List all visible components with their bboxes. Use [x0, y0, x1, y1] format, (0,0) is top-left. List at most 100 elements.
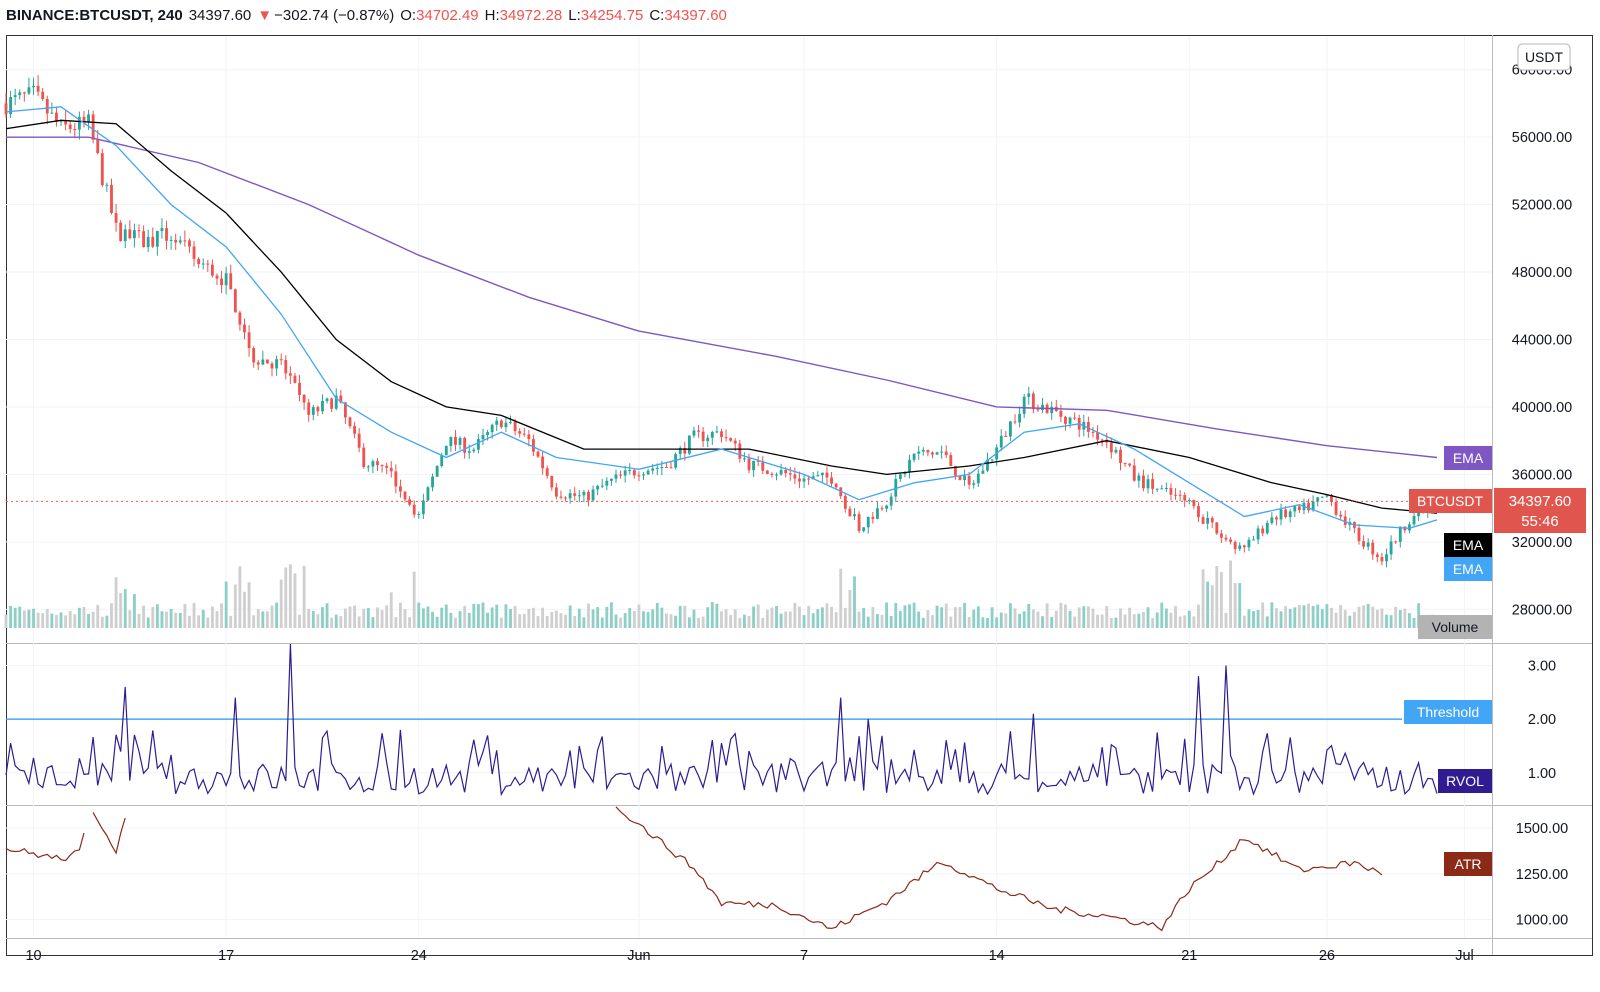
volume-bar — [917, 611, 921, 628]
time-tick-label: 14 — [989, 948, 1005, 964]
volume-bar — [339, 616, 343, 628]
volume-bar — [541, 607, 545, 628]
candle-body — [1155, 488, 1159, 490]
candle-body — [444, 445, 448, 456]
volume-bar — [316, 614, 320, 628]
candle-body — [385, 465, 389, 468]
atr-tag[interactable]: ATR — [1444, 852, 1492, 876]
candle-body — [1270, 517, 1274, 523]
candle-body — [481, 435, 485, 440]
volume-bar — [467, 612, 471, 628]
volume-bar — [1123, 614, 1127, 628]
volume-bar — [1096, 614, 1099, 628]
candle-body — [1197, 506, 1200, 518]
time-axis[interactable]: 10 17 24 Jun 7 14 21 26 Jul — [25, 948, 1473, 964]
candle-body — [247, 332, 251, 349]
candle-body — [128, 229, 132, 239]
volume-bar — [366, 607, 370, 628]
price-tick-label: 56000.00 — [1512, 130, 1572, 146]
volume-bar — [311, 611, 315, 628]
volume-bar — [825, 603, 829, 628]
candle-body — [146, 236, 150, 248]
volume-bar — [165, 611, 168, 628]
candle-body — [1192, 500, 1196, 507]
threshold-tag[interactable]: Threshold — [1404, 700, 1492, 724]
candle-body — [233, 289, 237, 313]
volume-bar — [490, 607, 494, 628]
rvol-tag[interactable]: RVOL — [1438, 769, 1492, 793]
symbol-tag[interactable]: BTCUSDT — [1409, 489, 1492, 513]
candle-body — [64, 120, 68, 125]
candle-body — [1164, 487, 1168, 489]
currency-button[interactable]: USDT — [1517, 43, 1571, 71]
candle-body — [880, 508, 884, 510]
volume-bar — [742, 614, 746, 628]
candle-body — [467, 451, 471, 453]
volume-tag-label: Volume — [1432, 619, 1479, 635]
candle-body — [518, 431, 522, 434]
volume-bar — [820, 607, 824, 628]
volume-bar — [41, 613, 45, 628]
candle-body — [495, 420, 499, 425]
volume-bar — [981, 617, 985, 628]
candle-body — [830, 477, 833, 484]
volume-bar — [334, 614, 338, 628]
volume-bar — [990, 607, 994, 628]
candle-body — [188, 240, 191, 247]
volume-bar — [632, 611, 636, 628]
candle-body — [1022, 396, 1026, 414]
volume-bar — [412, 571, 416, 628]
volume-bar — [1224, 612, 1228, 628]
time-tick-label: 26 — [1319, 948, 1335, 964]
ema-short-tag[interactable]: EMA — [1444, 557, 1492, 581]
candle-body — [761, 461, 765, 471]
volume-bar — [247, 582, 251, 628]
candle-body — [137, 230, 141, 232]
volume-bar — [784, 611, 788, 628]
candle-body — [82, 116, 86, 122]
candle-body — [321, 401, 324, 412]
volume-bar — [1027, 603, 1031, 628]
candle-body — [848, 508, 852, 517]
candle-body — [522, 433, 526, 435]
volume-bar — [1325, 604, 1329, 628]
candle-body — [917, 451, 921, 454]
candle-body — [215, 275, 219, 279]
volume-bar — [674, 615, 678, 628]
volume-bar — [816, 609, 820, 628]
volume-bar — [64, 615, 68, 628]
candle-body — [1330, 495, 1333, 503]
ema-mid-tag[interactable]: EMA — [1444, 533, 1492, 557]
volume-tag[interactable]: Volume — [1418, 615, 1492, 639]
symbol-header: BINANCE:BTCUSDT, 240 34397.60 ▼ −302.74 … — [6, 4, 733, 26]
price-axis[interactable]: 60000.0056000.0052000.0048000.0044000.00… — [1512, 63, 1572, 929]
candle-body — [243, 324, 246, 333]
candle-body — [605, 480, 609, 486]
volume-bar — [1334, 612, 1338, 628]
candle-body — [256, 362, 260, 365]
symbol-tag-label: BTCUSDT — [1417, 493, 1484, 509]
rvol-line — [5, 643, 1438, 797]
candle-body — [742, 458, 746, 460]
volume-bar — [454, 617, 457, 628]
candle-body — [330, 398, 334, 409]
volume-bar — [215, 611, 219, 628]
volume-bar — [220, 603, 223, 628]
ema-long-line — [6, 136, 1438, 459]
price-tag[interactable]: 34397.60 55:46 — [1494, 488, 1586, 533]
volume-bar — [564, 614, 567, 628]
volume-bar — [1252, 611, 1255, 628]
candle-body — [490, 424, 494, 433]
volume-bar — [449, 612, 453, 628]
candle-body — [1288, 511, 1292, 518]
candle-body — [912, 453, 916, 460]
volume-bar — [1169, 612, 1173, 628]
ema-long-tag[interactable]: EMA — [1444, 446, 1492, 470]
volume-bar — [279, 579, 283, 628]
candle-body — [1279, 509, 1283, 520]
volume-bar — [330, 617, 334, 628]
candle-body — [18, 92, 22, 96]
volume-bar — [605, 606, 609, 628]
candle-body — [1013, 421, 1017, 423]
